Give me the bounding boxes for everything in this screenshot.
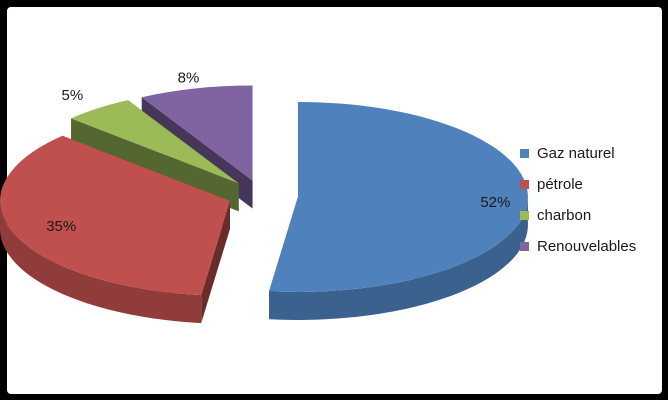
legend-item-renouvelables: Renouvelables bbox=[520, 231, 636, 262]
legend-label-gaz-naturel: Gaz naturel bbox=[537, 145, 615, 162]
slice-gaz-naturel bbox=[269, 101, 528, 320]
legend-label-renouvelables: Renouvelables bbox=[537, 238, 637, 255]
data-label-gaz-naturel: 52% bbox=[480, 194, 510, 211]
legend-swatch-gaz-naturel bbox=[520, 149, 529, 158]
legend-swatch-renouvelables bbox=[520, 242, 529, 251]
data-label-charbon: 5% bbox=[62, 87, 84, 104]
data-label-renouvelables: 8% bbox=[178, 69, 200, 86]
legend-item-charbon: charbon bbox=[520, 200, 636, 231]
slices bbox=[0, 85, 528, 324]
data-label-petrole: 35% bbox=[46, 218, 76, 235]
legend-swatch-charbon bbox=[520, 211, 529, 220]
legend-item-gaz-naturel: Gaz naturel bbox=[520, 138, 636, 169]
legend-label-petrole: pétrole bbox=[537, 176, 583, 193]
legend-item-petrole: pétrole bbox=[520, 169, 636, 200]
legend: Gaz naturel pétrole charbon Renouvelable… bbox=[520, 138, 636, 262]
data-labels: 8% 5% 52% 35% bbox=[46, 69, 510, 234]
legend-swatch-petrole bbox=[520, 180, 529, 189]
slice-petrole bbox=[0, 135, 231, 324]
legend-label-charbon: charbon bbox=[537, 207, 592, 224]
